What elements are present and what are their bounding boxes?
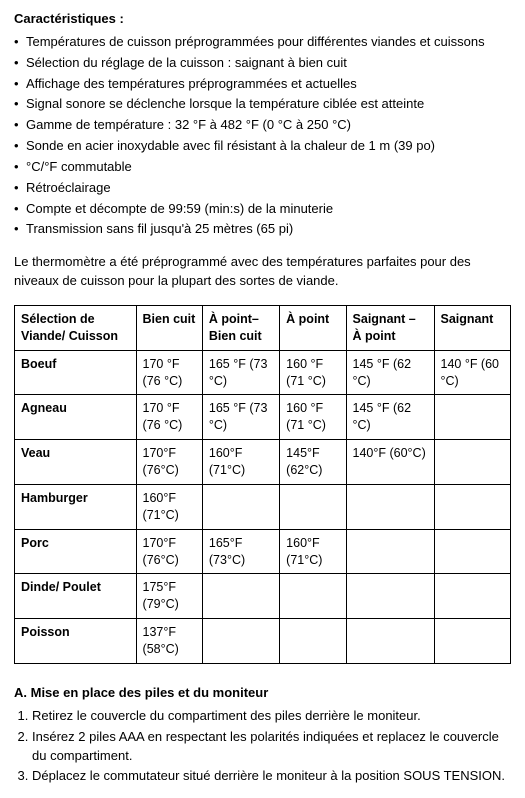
setup-step: Déplacez le commutateur situé derrière l…: [32, 767, 511, 786]
setup-step: Insérez 2 piles AAA en respectant les po…: [32, 728, 511, 766]
row-name: Agneau: [15, 395, 137, 440]
col-medwell: À point– Bien cuit: [202, 305, 279, 350]
setup-steps: Retirez le couvercle du compartiment des…: [14, 707, 511, 786]
table-row: Poisson 137°F (58°C): [15, 619, 511, 664]
cell: [280, 574, 346, 619]
row-name: Boeuf: [15, 350, 137, 395]
cell: [434, 574, 511, 619]
cell: 170 °F (76 °C): [136, 350, 202, 395]
cell: 140 °F (60 °C): [434, 350, 511, 395]
features-heading: Caractéristiques :: [14, 10, 511, 29]
cell: [434, 395, 511, 440]
cell: [346, 484, 434, 529]
cell: 165 °F (73 °C): [202, 350, 279, 395]
cell: [434, 619, 511, 664]
row-name: Veau: [15, 440, 137, 485]
table-header-row: Sélection de Viande/ Cuisson Bien cuit À…: [15, 305, 511, 350]
cell: 160°F (71°C): [280, 529, 346, 574]
cell: [202, 574, 279, 619]
cell: [434, 529, 511, 574]
table-row: Hamburger 160°F (71°C): [15, 484, 511, 529]
row-name: Porc: [15, 529, 137, 574]
col-medium: À point: [280, 305, 346, 350]
cell: 160 °F (71 °C): [280, 350, 346, 395]
feature-item: Sonde en acier inoxydable avec fil résis…: [14, 137, 511, 156]
cell: [346, 529, 434, 574]
cell: 170 °F (76 °C): [136, 395, 202, 440]
table-row: Boeuf 170 °F (76 °C) 165 °F (73 °C) 160 …: [15, 350, 511, 395]
cell: 160°F (71°C): [202, 440, 279, 485]
feature-item: Sélection du réglage de la cuisson : sai…: [14, 54, 511, 73]
cell: [280, 619, 346, 664]
row-name: Hamburger: [15, 484, 137, 529]
row-name: Dinde/ Poulet: [15, 574, 137, 619]
cell: [346, 574, 434, 619]
cell: 145°F (62°C): [280, 440, 346, 485]
feature-item: Signal sonore se déclenche lorsque la te…: [14, 95, 511, 114]
row-name: Poisson: [15, 619, 137, 664]
feature-item: Compte et décompte de 99:59 (min:s) de l…: [14, 200, 511, 219]
cell: [202, 619, 279, 664]
col-meat: Sélection de Viande/ Cuisson: [15, 305, 137, 350]
intro-paragraph: Le thermomètre a été préprogrammé avec d…: [14, 253, 511, 291]
feature-item: Rétroéclairage: [14, 179, 511, 198]
cell: 170°F (76°C): [136, 529, 202, 574]
cell: 145 °F (62 °C): [346, 350, 434, 395]
feature-item: Températures de cuisson préprogrammées p…: [14, 33, 511, 52]
feature-list: Températures de cuisson préprogrammées p…: [14, 33, 511, 239]
col-medrare: Saignant – À point: [346, 305, 434, 350]
setup-heading: A. Mise en place des piles et du moniteu…: [14, 684, 511, 703]
feature-item: Gamme de température : 32 °F à 482 °F (0…: [14, 116, 511, 135]
table-row: Agneau 170 °F (76 °C) 165 °F (73 °C) 160…: [15, 395, 511, 440]
col-rare: Saignant: [434, 305, 511, 350]
temperature-table: Sélection de Viande/ Cuisson Bien cuit À…: [14, 305, 511, 664]
col-welldone: Bien cuit: [136, 305, 202, 350]
cell: [434, 440, 511, 485]
table-row: Porc 170°F (76°C) 165°F (73°C) 160°F (71…: [15, 529, 511, 574]
feature-item: Affichage des températures préprogrammée…: [14, 75, 511, 94]
table-row: Veau 170°F (76°C) 160°F (71°C) 145°F (62…: [15, 440, 511, 485]
cell: 165 °F (73 °C): [202, 395, 279, 440]
feature-item: Transmission sans fil jusqu'à 25 mètres …: [14, 220, 511, 239]
setup-step: Retirez le couvercle du compartiment des…: [32, 707, 511, 726]
cell: [346, 619, 434, 664]
cell: 137°F (58°C): [136, 619, 202, 664]
cell: [280, 484, 346, 529]
cell: 160 °F (71 °C): [280, 395, 346, 440]
cell: 160°F (71°C): [136, 484, 202, 529]
cell: 165°F (73°C): [202, 529, 279, 574]
cell: [202, 484, 279, 529]
table-row: Dinde/ Poulet 175°F (79°C): [15, 574, 511, 619]
cell: [434, 484, 511, 529]
cell: 175°F (79°C): [136, 574, 202, 619]
cell: 170°F (76°C): [136, 440, 202, 485]
feature-item: °C/°F commutable: [14, 158, 511, 177]
cell: 145 °F (62 °C): [346, 395, 434, 440]
cell: 140°F (60°C): [346, 440, 434, 485]
